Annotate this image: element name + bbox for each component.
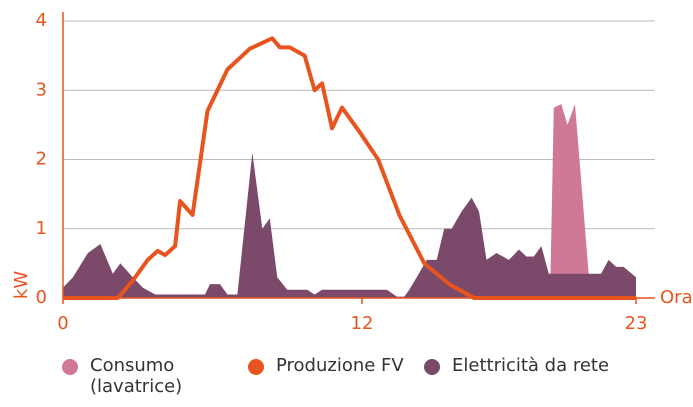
legend: Consumo (lavatrice) Produzione FV Elettric… bbox=[62, 355, 644, 397]
legend-item: Consumo (lavatrice) bbox=[62, 355, 248, 397]
legend-label: Consumo (lavatrice) bbox=[90, 355, 183, 397]
legend-marker bbox=[248, 359, 264, 375]
y-tick-label: 1 bbox=[36, 218, 47, 239]
legend-label: Elettricità da rete bbox=[452, 355, 610, 376]
legend-marker bbox=[424, 359, 440, 375]
legend-marker bbox=[62, 359, 78, 375]
legend-label: Produzione FV bbox=[276, 355, 404, 376]
area bbox=[550, 104, 592, 298]
y-tick-label: 2 bbox=[36, 149, 47, 170]
y-tick-label: 0 bbox=[36, 287, 47, 308]
y-tick-label: 4 bbox=[36, 10, 47, 31]
y-tick-label: 3 bbox=[36, 79, 47, 100]
x-tick-label: 0 bbox=[57, 313, 68, 334]
area bbox=[63, 152, 636, 298]
legend-item: Elettricità da rete bbox=[424, 355, 644, 397]
x-tick-label: 23 bbox=[625, 313, 648, 334]
y-axis-label: kW bbox=[11, 271, 32, 299]
legend-item: Produzione FV bbox=[248, 355, 424, 397]
line bbox=[63, 36, 636, 300]
x-axis-label: Ora bbox=[660, 287, 693, 308]
x-tick-label: 12 bbox=[351, 313, 374, 334]
